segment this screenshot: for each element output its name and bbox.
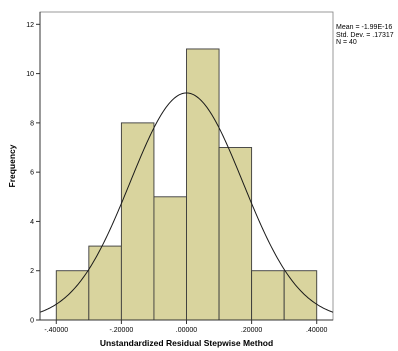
stats-legend: Mean = -1.99E-16 Std. Dev. = .17317 N = … <box>336 24 398 47</box>
n-label: N = 40 <box>336 39 357 46</box>
histogram-bar <box>186 48 220 321</box>
histogram-bar <box>120 122 155 321</box>
histogram-bar <box>283 270 318 321</box>
y-tick-label: 4 <box>30 219 34 226</box>
y-tick-label: 12 <box>26 22 34 29</box>
histogram-bar <box>88 245 122 321</box>
y-tick-label: 8 <box>30 120 34 127</box>
y-tick-label: 2 <box>30 268 34 275</box>
x-tick-label: .00000 <box>176 327 198 334</box>
mean-label: Mean = -1.99E-16 <box>336 24 393 31</box>
x-tick-label: -.40000 <box>44 327 68 334</box>
y-tick-label: 6 <box>30 170 34 177</box>
y-axis-title: Frequency <box>7 144 17 187</box>
x-tick-label: -.20000 <box>110 327 134 334</box>
x-tick-label: .20000 <box>241 327 263 334</box>
histogram-bar <box>55 270 90 321</box>
x-axis-title: Unstandardized Residual Stepwise Method <box>100 338 273 348</box>
normal-curve <box>39 92 334 313</box>
histogram-bar <box>153 196 187 321</box>
y-tick-label: 0 <box>30 318 34 325</box>
y-tick-label: 10 <box>26 71 34 78</box>
x-tick-label: .40000 <box>306 327 328 334</box>
histogram-bar <box>218 147 253 321</box>
std-dev-label: Std. Dev. = .17317 <box>336 31 394 39</box>
histogram-bar <box>251 270 285 321</box>
